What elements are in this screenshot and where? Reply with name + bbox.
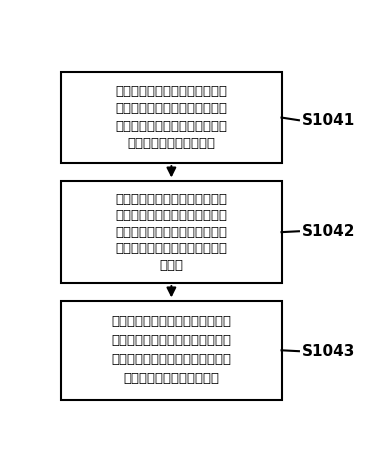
Text: 置时，将所述第一预设回充位置标: 置时，将所述第一预设回充位置标 xyxy=(111,334,232,347)
Bar xyxy=(61,72,282,163)
Text: 人当前位置，沿着路径走向对所: 人当前位置，沿着路径走向对所 xyxy=(116,209,227,222)
Text: 外引导信号强度增大的方向作为: 外引导信号强度增大的方向作为 xyxy=(116,120,227,133)
Text: 当节点拓展至所述第一预设回充位: 当节点拓展至所述第一预设回充位 xyxy=(111,315,232,328)
Bar xyxy=(61,301,282,399)
Text: 第一预设回充位置的路径中，红: 第一预设回充位置的路径中，红 xyxy=(116,102,227,115)
Text: 述机器人当前位置附近没有标记: 述机器人当前位置附近没有标记 xyxy=(116,226,227,239)
Text: 节点联结生成所述预设路径: 节点联结生成所述预设路径 xyxy=(123,372,220,385)
Text: 所述预设路径的路径走向: 所述预设路径的路径走向 xyxy=(128,137,215,150)
Text: 根据摄像头的内参标记所述机器: 根据摄像头的内参标记所述机器 xyxy=(116,193,227,206)
Text: S1042: S1042 xyxy=(302,224,355,239)
Bar xyxy=(61,181,282,283)
Text: S1043: S1043 xyxy=(302,344,355,359)
Text: 记为目标节点，然后将所有标记的: 记为目标节点，然后将所有标记的 xyxy=(111,353,232,366)
Text: S1041: S1041 xyxy=(302,113,355,128)
Text: 选择所述机器人当前位置至所述: 选择所述机器人当前位置至所述 xyxy=(116,85,227,98)
Text: 的节点: 的节点 xyxy=(159,259,183,272)
Text: 的位置拓展节点，并标记新拓展: 的位置拓展节点，并标记新拓展 xyxy=(116,242,227,255)
